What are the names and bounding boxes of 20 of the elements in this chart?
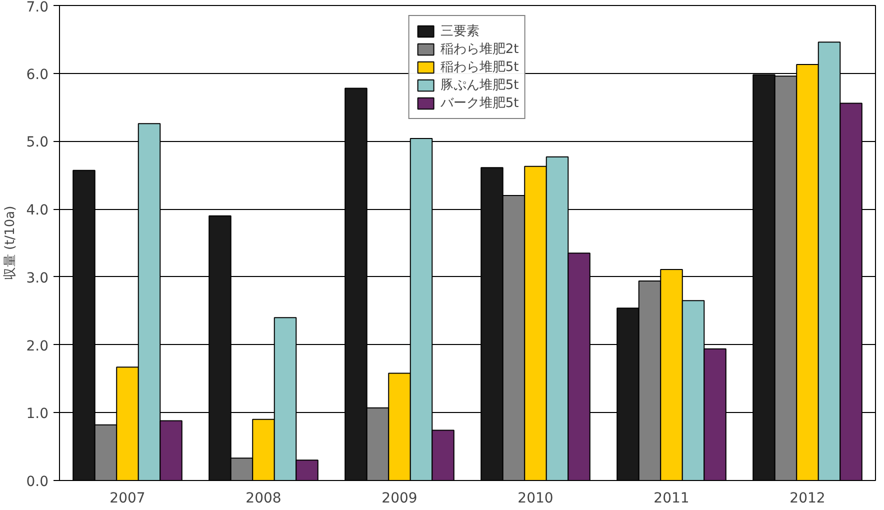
y-tick-label: 3.0 [26,270,48,286]
legend-label: バーク堆肥5t [440,95,519,112]
legend-label: 稲わら堆肥5t [440,59,519,76]
x-tick-label: 2011 [654,490,690,506]
legend-label: 稲わら堆肥2t [440,41,519,58]
x-tick-label: 2010 [518,490,554,506]
y-tick-label: 2.0 [26,338,48,354]
y-tick-label: 5.0 [26,134,48,151]
x-tick-label: 2008 [246,490,282,506]
y-axis-title: 収量 (t/10a) [3,206,18,280]
x-tick-label: 2007 [110,490,146,506]
legend-label: 豚ぷん堆肥5t [440,77,519,94]
y-tick-label: 0.0 [26,474,48,490]
x-tick-label: 2012 [790,490,826,506]
y-tick-label: 7.0 [26,0,48,16]
y-tick-label: 1.0 [26,406,48,422]
legend-label: 三要素 [440,23,480,40]
x-tick-label: 2009 [382,490,418,506]
y-tick-label: 6.0 [26,66,48,83]
y-tick-label: 4.0 [26,202,48,219]
